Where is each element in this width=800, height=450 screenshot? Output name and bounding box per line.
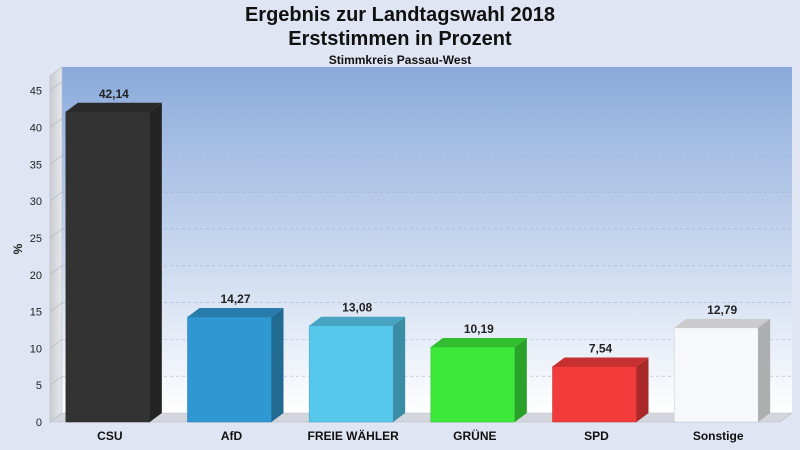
bar-csu <box>65 102 162 423</box>
bar-side <box>758 318 771 422</box>
bar-side <box>271 307 284 422</box>
bar-top <box>430 337 527 347</box>
x-tick-label: GRÜNE <box>453 428 496 443</box>
gridline-side <box>49 118 63 128</box>
gridline-side <box>49 375 63 386</box>
chart-title: Ergebnis zur Landtagswahl 2018 <box>244 4 556 26</box>
gridline-side <box>49 228 63 239</box>
bar-value-label: 42,14 <box>99 87 129 101</box>
y-tick-label: 40 <box>30 123 42 135</box>
bar-side <box>393 316 406 422</box>
bar-value-label: 13,08 <box>342 301 372 315</box>
bar-side <box>149 102 162 423</box>
bar-front <box>673 327 759 423</box>
bar-spd <box>552 357 649 423</box>
bar-front <box>552 366 637 423</box>
gridline-side <box>49 191 63 202</box>
bar-freie-w-hler <box>308 316 406 423</box>
bar-sonstige <box>673 318 771 423</box>
x-tick-label: FREIE WÄHLER <box>307 428 399 443</box>
bar-top <box>65 102 162 112</box>
chart-caption: Stimmkreis Passau-West <box>328 53 472 67</box>
plot-back-wall <box>62 67 792 413</box>
bar-value-label: 7,54 <box>589 341 613 355</box>
y-tick-label: 45 <box>30 86 42 98</box>
y-tick-label: 10 <box>30 343 42 355</box>
bar-value-label: 14,27 <box>220 292 250 306</box>
x-tick-label: AfD <box>221 429 243 443</box>
gridline-side <box>49 339 63 349</box>
bar-gr-ne <box>430 337 527 423</box>
y-tick-label: 5 <box>36 380 42 392</box>
gridline-side <box>49 155 63 165</box>
bar-top <box>309 316 406 326</box>
bar-front <box>430 346 516 423</box>
y-tick-label: 25 <box>30 233 42 245</box>
bar-side <box>636 357 649 422</box>
y-tick-label: 20 <box>30 270 42 282</box>
bar-top <box>552 357 649 367</box>
x-tick-label: SPD <box>584 429 609 443</box>
bar-front <box>65 111 151 423</box>
gridline-side <box>49 265 63 276</box>
y-tick-label: 30 <box>30 196 42 208</box>
chart-subtitle: Erststimmen in Prozent <box>288 28 512 50</box>
bar-value-label: 10,19 <box>464 322 494 336</box>
bar-top <box>674 318 771 328</box>
y-tick-label: 15 <box>30 307 42 319</box>
bar-afd <box>187 307 284 423</box>
y-tick-label: 35 <box>30 159 42 171</box>
bar-top <box>187 307 284 317</box>
x-tick-label: Sonstige <box>693 429 744 443</box>
gridline-side <box>49 302 63 312</box>
gridline-side <box>49 81 63 91</box>
y-axis-label: % <box>11 243 25 254</box>
bar-value-label: 12,79 <box>707 303 737 317</box>
y-tick-label: 0 <box>36 417 42 429</box>
x-tick-label: CSU <box>97 429 122 443</box>
bar-front <box>308 325 394 423</box>
bar-side <box>514 337 527 422</box>
bar-front <box>187 316 272 423</box>
